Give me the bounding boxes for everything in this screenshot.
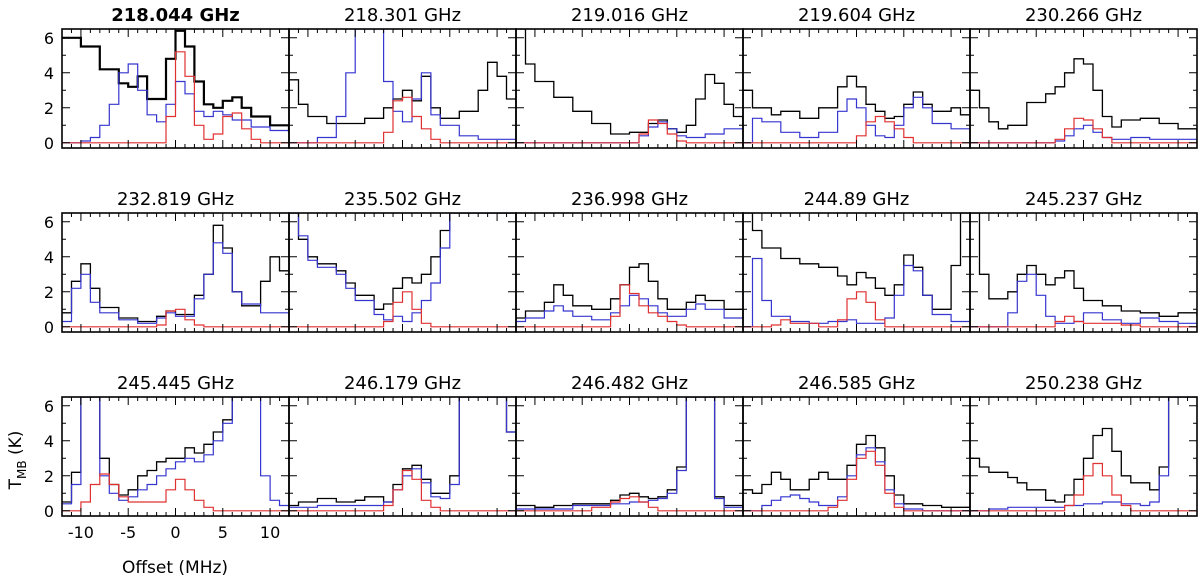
spectrum-blue-trace <box>289 213 516 323</box>
panel-frame <box>288 212 517 333</box>
panel-title: 219.016 GHz <box>571 5 688 26</box>
y-axis-label-sub: MB <box>15 460 29 479</box>
panel-title: 219.604 GHz <box>798 5 915 26</box>
y-tick-label: 6 <box>44 29 54 48</box>
spectrum-panel: 230.266 GHz <box>969 5 1198 149</box>
spectrum-red-trace <box>743 450 970 512</box>
spectrum-blue-trace <box>516 294 743 323</box>
y-tick-label: 4 <box>44 64 54 83</box>
panel-title: 246.585 GHz <box>798 373 915 394</box>
y-tick-label: 4 <box>44 248 54 267</box>
spectrum-black-trace <box>516 29 743 135</box>
spectrum-black-trace <box>62 224 289 323</box>
spectrum-red-trace <box>289 291 516 328</box>
y-tick-labels: 0 2 4 6 0 2 4 6 0 2 4 6 <box>44 29 54 521</box>
spectrum-panel: 218.044 GHz <box>61 5 290 149</box>
spectrum-red-trace <box>62 473 289 512</box>
spectrum-panel: 246.482 GHz <box>515 373 744 517</box>
spectrum-blue-trace <box>516 397 743 510</box>
spectrum-black-trace <box>516 263 743 319</box>
spectrum-black-trace <box>970 58 1197 133</box>
y-tick-label: 6 <box>44 213 54 232</box>
panel-title: 218.301 GHz <box>344 5 461 26</box>
spectrum-panel: 244.89 GHz <box>742 189 971 333</box>
spectrum-red-trace <box>743 115 970 144</box>
x-tick-label: 10 <box>260 523 280 542</box>
spectrum-blue-trace <box>743 257 970 328</box>
spectrum-red-trace <box>516 496 743 512</box>
y-tick-label: 0 <box>44 134 54 153</box>
y-tick-label: 4 <box>44 432 54 451</box>
panel-title: 244.89 GHz <box>804 189 910 210</box>
panel-title: 232.819 GHz <box>117 189 234 210</box>
panel-frame <box>515 28 744 149</box>
y-axis-label-main: T <box>6 478 26 490</box>
spectrum-panel: 236.998 GHz <box>515 189 744 333</box>
spectrum-blue-trace <box>289 397 516 508</box>
y-tick-label: 0 <box>44 318 54 337</box>
panel-frame <box>969 212 1198 333</box>
y-axis-label-unit: (K) <box>6 431 26 461</box>
panel-frame <box>969 396 1198 517</box>
panel-frame <box>61 396 290 517</box>
spectrum-black-trace <box>62 29 289 133</box>
spectrum-red-trace <box>62 51 289 144</box>
panel-title: 218.044 GHz <box>111 5 240 26</box>
y-tick-label: 2 <box>44 283 54 302</box>
panel-title: 236.998 GHz <box>571 189 688 210</box>
spectrum-blue-trace <box>516 121 743 144</box>
spectrum-red-trace <box>516 284 743 328</box>
spectrum-panel: 219.016 GHz <box>515 5 744 149</box>
panel-title: 246.179 GHz <box>344 373 461 394</box>
spectrum-red-trace <box>62 308 289 328</box>
spectrum-black-trace <box>516 397 743 508</box>
spectrum-panel: 245.445 GHz <box>61 373 290 517</box>
x-tick-label: 0 <box>170 523 180 542</box>
spectrum-black-trace <box>289 213 516 310</box>
spectrum-panel: 219.604 GHz <box>742 5 971 149</box>
spectrum-red-trace <box>516 119 743 144</box>
spectrum-black-trace <box>743 434 970 508</box>
panel-frame <box>742 28 971 149</box>
spectrum-panel: 250.238 GHz <box>969 373 1198 517</box>
spectrum-black-trace <box>289 61 516 125</box>
x-tick-label: 5 <box>218 523 228 542</box>
y-axis-label: TMB (K) <box>6 431 29 491</box>
panel-title: 245.237 GHz <box>1025 189 1142 210</box>
spectrum-black-trace <box>970 213 1197 317</box>
spectrum-blue-trace <box>62 397 289 508</box>
y-tick-label: 6 <box>44 397 54 416</box>
spectrum-panel: 232.819 GHz <box>61 189 290 333</box>
spectrum-red-trace <box>743 291 970 328</box>
panel-title: 235.502 GHz <box>344 189 461 210</box>
x-tick-label: -5 <box>120 523 136 542</box>
panel-title: 230.266 GHz <box>1025 5 1142 26</box>
spectrum-red-trace <box>970 117 1197 144</box>
spectrum-red-trace <box>289 469 516 512</box>
panel-grid: 218.044 GHz 218.301 GHz 219.016 GHz 219.604… <box>61 5 1198 517</box>
spectrum-red-trace <box>289 96 516 144</box>
panel-frame <box>288 28 517 149</box>
spectrum-blue-trace <box>970 397 1197 512</box>
spectrum-panel: 218.301 GHz <box>288 5 517 149</box>
x-tick-label: -10 <box>68 523 94 542</box>
spectrum-blue-trace <box>289 29 516 144</box>
spectrum-red-trace <box>970 462 1197 512</box>
spectrum-blue-trace <box>970 124 1197 144</box>
spectrum-panel: 235.502 GHz <box>288 189 517 333</box>
spectrum-blue-trace <box>62 242 289 324</box>
x-axis-label: Offset (MHz) <box>122 558 228 578</box>
panel-title: 245.445 GHz <box>117 373 234 394</box>
panel-title: 246.482 GHz <box>571 373 688 394</box>
x-tick-labels: -10 -5 0 5 10 <box>68 523 280 542</box>
y-tick-label: 2 <box>44 99 54 118</box>
spectrum-panel: 246.179 GHz <box>288 373 517 517</box>
y-tick-label: 0 <box>44 502 54 521</box>
panel-frame <box>969 28 1198 149</box>
panel-title: 250.238 GHz <box>1025 373 1142 394</box>
y-tick-label: 2 <box>44 467 54 486</box>
spectrum-panel: 245.237 GHz <box>969 189 1198 333</box>
spectrum-panel: 246.585 GHz <box>742 373 971 517</box>
